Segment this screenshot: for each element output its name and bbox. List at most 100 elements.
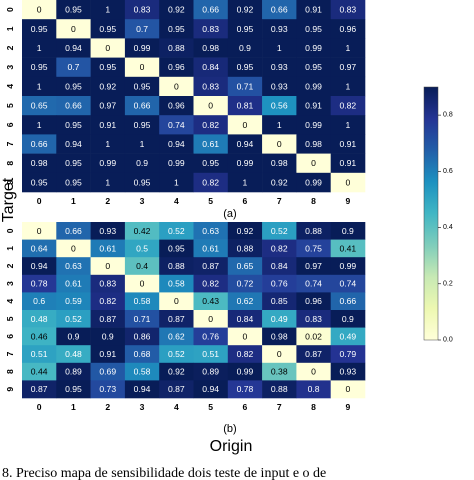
cell-value-label: 0.9 bbox=[136, 158, 148, 168]
cell-value-label: 0.99 bbox=[339, 261, 356, 271]
cell-value-label: 0.41 bbox=[339, 243, 356, 253]
heatmap-cell bbox=[330, 115, 366, 135]
cell-value-label: 0.58 bbox=[134, 296, 151, 306]
heatmap-cell bbox=[227, 327, 263, 346]
heatmap-cell bbox=[227, 380, 263, 399]
cell-value-label: 0 bbox=[243, 120, 248, 130]
cell-value-label: 0.95 bbox=[65, 177, 82, 187]
cell-value-label: 0.92 bbox=[99, 81, 116, 91]
cell-value-label: 0.61 bbox=[202, 139, 219, 149]
cell-value-label: 0.58 bbox=[134, 367, 151, 377]
cell-value-label: 0.43 bbox=[202, 296, 219, 306]
row-tick-label: 6 bbox=[5, 334, 15, 339]
heatmap-cell bbox=[124, 153, 160, 174]
heatmap-cell bbox=[330, 38, 366, 58]
cell-value-label: 0.91 bbox=[99, 349, 116, 359]
row-tick-label: 5 bbox=[5, 316, 15, 321]
heatmap-cell bbox=[56, 96, 91, 116]
heatmap-cell bbox=[227, 96, 263, 116]
cell-value-label: 0.87 bbox=[168, 314, 185, 324]
col-tick-label: 6 bbox=[243, 196, 248, 206]
cell-value-label: 0.95 bbox=[31, 62, 48, 72]
cell-value-label: 0.95 bbox=[134, 120, 151, 130]
heatmap-cell bbox=[262, 76, 297, 97]
heatmap-cell bbox=[124, 172, 160, 193]
cell-value-label: 0 bbox=[208, 101, 213, 111]
heatmap-cell bbox=[22, 345, 57, 364]
col-tick-label: 8 bbox=[311, 196, 316, 206]
heatmap-cell bbox=[159, 274, 194, 293]
heatmap-cell bbox=[193, 257, 229, 276]
cell-value-label: 0.93 bbox=[271, 81, 288, 91]
heatmap-cell bbox=[56, 380, 91, 399]
heatmap-cell bbox=[296, 96, 331, 116]
cell-value-label: 0.95 bbox=[31, 24, 48, 34]
cell-value-label: 0.76 bbox=[202, 331, 219, 341]
cell-value-label: 0.89 bbox=[65, 367, 82, 377]
heatmap-cell bbox=[193, 115, 229, 135]
heatmap-cell bbox=[330, 274, 366, 293]
row-tick-label: 7 bbox=[5, 141, 15, 146]
heatmap-cell bbox=[22, 222, 57, 240]
heatmap-cell bbox=[262, 57, 297, 78]
cell-value-label: 0.91 bbox=[305, 5, 322, 15]
cell-value-label: 0.95 bbox=[134, 177, 151, 187]
cell-value-label: 0.82 bbox=[202, 120, 219, 130]
cell-value-label: 0.95 bbox=[65, 158, 82, 168]
cell-value-label: 0.89 bbox=[202, 367, 219, 377]
cell-value-label: 0.83 bbox=[339, 5, 356, 15]
heatmap-cell bbox=[262, 96, 297, 116]
cell-value-label: 0.94 bbox=[65, 43, 82, 53]
cell-value-label: 0.02 bbox=[305, 331, 322, 341]
colorbar-tick-label: 0.4 bbox=[443, 224, 453, 231]
heatmap-cell bbox=[227, 257, 263, 276]
heatmap-cell bbox=[90, 345, 126, 364]
row-tick-label: 1 bbox=[5, 26, 15, 31]
heatmap-cell bbox=[227, 239, 263, 258]
col-tick-label: 6 bbox=[243, 402, 248, 412]
cell-value-label: 0.48 bbox=[31, 314, 48, 324]
col-tick-label: 3 bbox=[140, 402, 145, 412]
heatmap-cell bbox=[262, 222, 297, 240]
heatmap-cell bbox=[193, 19, 229, 39]
cell-value-label: 0.96 bbox=[339, 24, 356, 34]
cell-value-label: 0.96 bbox=[305, 296, 322, 306]
col-tick-label: 3 bbox=[140, 196, 145, 206]
cell-value-label: 0.84 bbox=[202, 62, 219, 72]
cell-value-label: 0.87 bbox=[202, 261, 219, 271]
heatmap-cell bbox=[296, 380, 331, 399]
cell-value-label: 0.5 bbox=[136, 243, 148, 253]
heatmap-cell bbox=[56, 38, 91, 58]
heatmap-cell bbox=[124, 96, 160, 116]
heatmap-cell bbox=[22, 115, 57, 135]
heatmap-cell bbox=[193, 327, 229, 346]
cell-value-label: 0 bbox=[345, 177, 350, 187]
heatmap-cell bbox=[90, 362, 126, 381]
col-tick-label: 2 bbox=[105, 402, 110, 412]
heatmap-cell bbox=[90, 274, 126, 293]
heatmap-cell bbox=[90, 380, 126, 399]
heatmap-cell bbox=[124, 0, 160, 20]
heatmap-cell bbox=[262, 380, 297, 399]
cell-value-label: 0.7 bbox=[67, 62, 79, 72]
cell-value-label: 0.83 bbox=[202, 24, 219, 34]
heatmap-cell bbox=[124, 380, 160, 399]
heatmap-cell bbox=[124, 310, 160, 328]
row-tick-label: 4 bbox=[5, 84, 15, 89]
heatmap-cell bbox=[227, 38, 263, 58]
cell-value-label: 0.9 bbox=[342, 314, 354, 324]
cell-value-label: 1 bbox=[140, 139, 145, 149]
heatmap-cell bbox=[296, 38, 331, 58]
cell-value-label: 0.48 bbox=[65, 349, 82, 359]
cell-value-label: 0.92 bbox=[237, 226, 254, 236]
heatmap-cell bbox=[124, 292, 160, 311]
cell-value-label: 0.95 bbox=[237, 62, 254, 72]
cell-value-label: 0.83 bbox=[99, 279, 116, 289]
cell-value-label: 0.95 bbox=[237, 24, 254, 34]
heatmap-cell bbox=[330, 239, 366, 258]
heatmap-cell bbox=[262, 292, 297, 311]
cell-value-label: 0.82 bbox=[99, 296, 116, 306]
cell-value-label: 0.93 bbox=[271, 62, 288, 72]
cell-value-label: 0.64 bbox=[31, 243, 48, 253]
heatmap-cell bbox=[22, 257, 57, 276]
